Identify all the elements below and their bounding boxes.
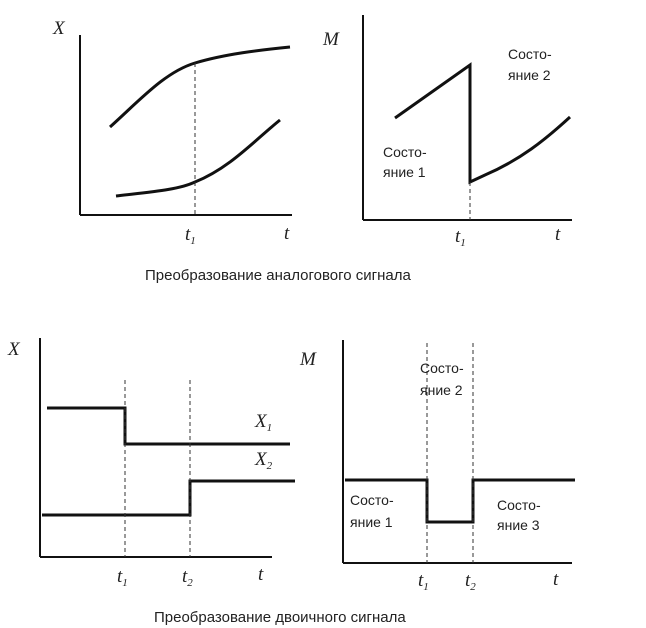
x1-label: X1: [254, 411, 272, 434]
x2-label: X2: [254, 449, 273, 472]
x-axis-label: t: [553, 569, 559, 590]
y-axis-label: X: [7, 339, 21, 360]
x-axis-label: t: [258, 564, 264, 585]
y-axis-label: X: [52, 18, 66, 39]
output-step-line: [345, 478, 575, 524]
state2-label-line2: яние 2: [420, 382, 463, 398]
state2-label-line1: Состо-: [420, 360, 464, 376]
binary-input-plot: X t X1 X2 t1 t2: [7, 338, 295, 589]
y-axis-label: M: [322, 29, 340, 50]
state1-label-line2: яние 1: [383, 164, 426, 180]
tick-t2: t2: [182, 566, 193, 589]
analog-output-plot: M t t1 Состо- яние 1 Состо- яние 2: [322, 15, 572, 249]
tick-t1: t1: [117, 566, 128, 589]
state3-label-line2: яние 3: [497, 517, 540, 533]
state1-label-line1: Состо-: [383, 144, 427, 160]
state1-label-line2: яние 1: [350, 514, 393, 530]
tick-t1: t1: [455, 226, 466, 249]
x1-step-line: [47, 406, 290, 446]
tick-t1: t1: [418, 570, 429, 593]
state2-label-line2: яние 2: [508, 67, 551, 83]
y-axis-label: M: [299, 349, 317, 370]
x2-step-line: [42, 479, 295, 517]
tick-t2: t2: [465, 570, 476, 593]
binary-caption: Преобразование двоичного сигнала: [154, 609, 406, 626]
state2-label-line1: Состо-: [508, 46, 552, 62]
x-axis-label: t: [284, 223, 290, 244]
upper-signal-curve: [108, 45, 291, 129]
lower-signal-curve: [115, 118, 281, 198]
analog-caption: Преобразование аналогового сигнала: [145, 267, 412, 284]
binary-output-plot: M t t1 t2 Состо- яние 2 Состо- яние 1 Со…: [299, 340, 575, 593]
state3-label-line1: Состо-: [497, 497, 541, 513]
output-sawtooth-curve: [394, 62, 572, 185]
tick-t1: t1: [185, 224, 196, 247]
state1-label-line1: Состо-: [350, 492, 394, 508]
analog-input-plot: X t t1: [52, 18, 292, 247]
x-axis-label: t: [555, 224, 561, 245]
